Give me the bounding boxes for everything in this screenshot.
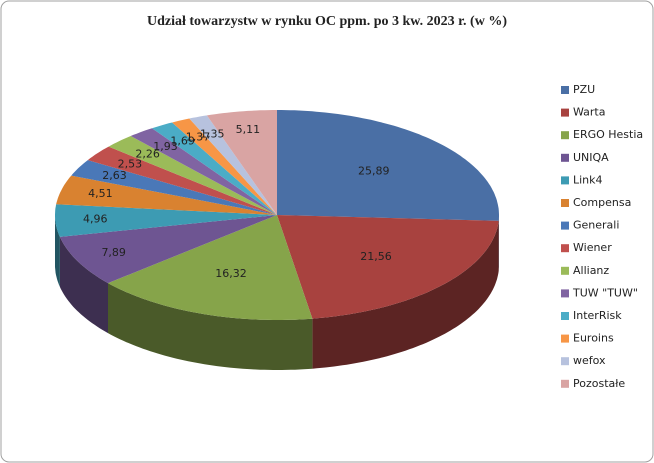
slice bbox=[189, 115, 277, 215]
legend-label: InterRisk bbox=[573, 309, 622, 322]
slice bbox=[56, 175, 277, 215]
data-label: 1,37 bbox=[186, 130, 211, 143]
slice bbox=[130, 128, 277, 215]
data-label: 1,93 bbox=[153, 140, 178, 153]
legend: PZU Warta ERGO Hestia UNIQA Link4 Compensa Gen… bbox=[561, 83, 643, 390]
legend-swatch bbox=[561, 289, 569, 298]
legend-label: Euroins bbox=[573, 332, 614, 345]
legend-swatch bbox=[561, 199, 569, 207]
data-label: 4,51 bbox=[88, 187, 113, 200]
legend-label: Compensa bbox=[573, 196, 631, 209]
slice-side bbox=[108, 283, 313, 370]
data-label: 2,53 bbox=[118, 157, 143, 170]
chart-title: Udział towarzystw w rynku OC ppm. po 3 k… bbox=[147, 14, 507, 29]
data-label: 4,96 bbox=[83, 213, 108, 226]
legend-label: Allianz bbox=[573, 264, 609, 277]
legend-label: TUW "TUW" bbox=[572, 286, 638, 299]
data-label: 7,89 bbox=[101, 246, 126, 259]
legend-swatch bbox=[561, 244, 569, 253]
legend-label: Generali bbox=[573, 219, 619, 232]
slice bbox=[55, 204, 277, 237]
data-label: 2,63 bbox=[102, 169, 127, 182]
data-label: 5,11 bbox=[236, 123, 261, 136]
slice bbox=[152, 122, 277, 215]
slice-side bbox=[312, 220, 499, 369]
data-label: 25,89 bbox=[358, 165, 390, 178]
slice bbox=[71, 160, 277, 215]
legend-label: Wiener bbox=[573, 241, 612, 254]
slice bbox=[59, 215, 278, 284]
data-label: 1,69 bbox=[170, 134, 195, 147]
legend-swatch bbox=[561, 108, 569, 117]
legend-swatch bbox=[561, 153, 569, 162]
slice bbox=[277, 110, 499, 221]
legend-swatch bbox=[561, 379, 569, 388]
legend-swatch bbox=[561, 312, 569, 320]
data-label: 2,26 bbox=[135, 147, 160, 160]
legend-label: Link4 bbox=[573, 173, 603, 186]
legend-swatch bbox=[561, 176, 569, 185]
slice bbox=[108, 215, 313, 320]
legend-swatch bbox=[561, 131, 569, 140]
slice bbox=[277, 215, 499, 319]
legend-swatch bbox=[561, 334, 569, 343]
data-label: 1,35 bbox=[200, 128, 225, 141]
legend-swatch bbox=[561, 266, 569, 275]
slice bbox=[87, 146, 277, 215]
legend-label: UNIQA bbox=[573, 151, 609, 164]
slice bbox=[206, 110, 277, 215]
data-label: 21,56 bbox=[360, 250, 392, 263]
slice-side bbox=[55, 215, 60, 287]
data-label: 16,32 bbox=[215, 267, 247, 280]
legend-label: Pozostałe bbox=[573, 377, 625, 390]
legend-label: Warta bbox=[573, 106, 606, 119]
legend-swatch bbox=[561, 86, 569, 94]
slice bbox=[108, 136, 277, 215]
legend-swatch bbox=[561, 221, 569, 230]
legend-label: PZU bbox=[573, 83, 595, 96]
pie: 25,8921,5616,327,894,964,512,632,532,261… bbox=[55, 110, 499, 370]
slice bbox=[172, 118, 277, 215]
legend-swatch bbox=[561, 357, 569, 366]
legend-label: ERGO Hestia bbox=[573, 128, 643, 141]
legend-label: wefox bbox=[573, 354, 606, 367]
slice-side bbox=[59, 236, 108, 334]
